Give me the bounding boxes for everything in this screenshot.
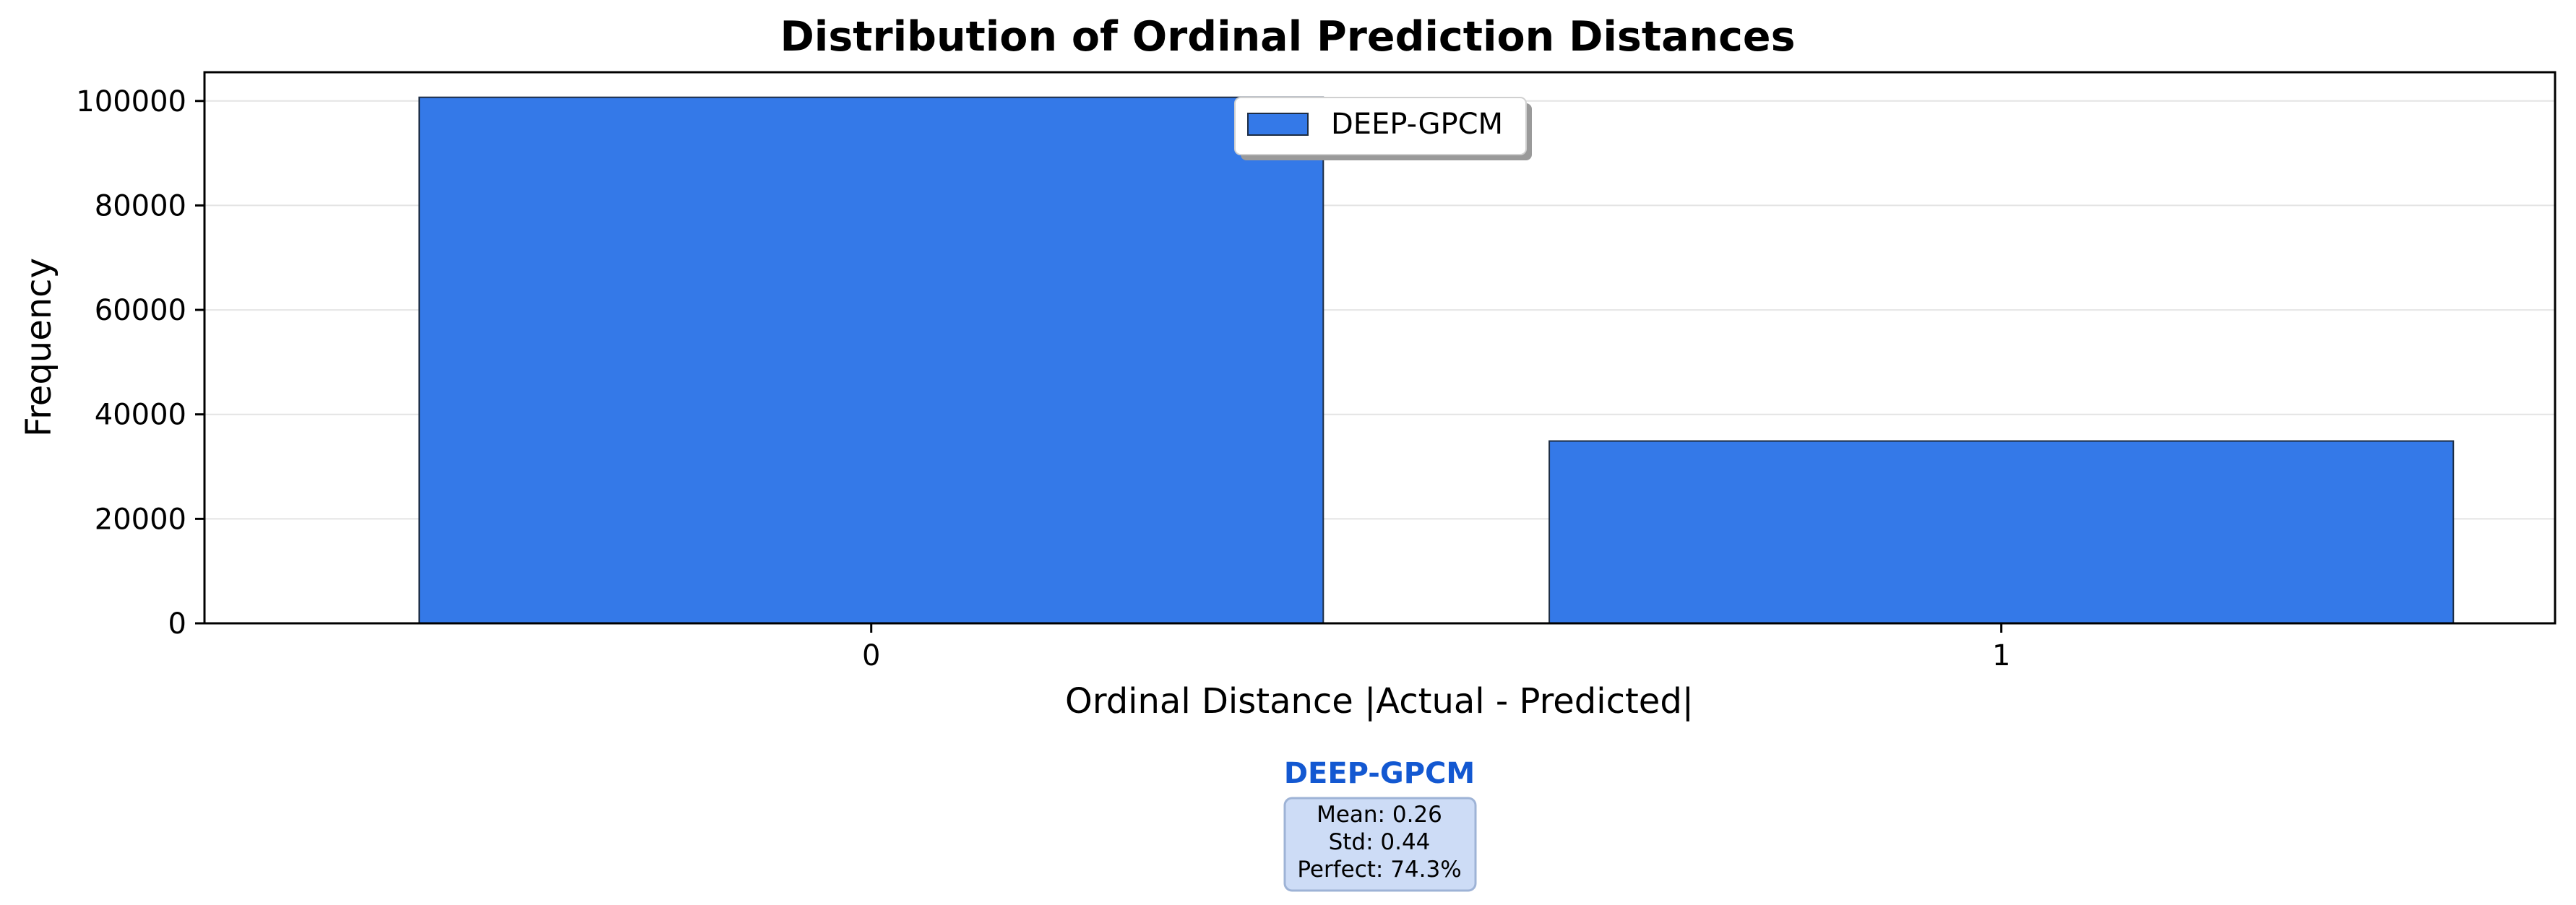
stats-box <box>1283 797 1477 892</box>
x-tick-label: 0 <box>862 639 880 672</box>
plot-frame <box>203 71 2556 625</box>
y-tick-label: 0 <box>168 607 186 641</box>
bars <box>418 96 2455 625</box>
legend-swatch <box>1247 113 1309 136</box>
legend: DEEP-GPCM <box>1234 97 1532 160</box>
bar-1 <box>1548 440 2455 625</box>
y-axis: 0 20000 40000 60000 80000 100000 <box>76 85 204 641</box>
stats-annotation: DEEP-GPCM Mean: 0.26 Std: 0.44 Perfect: … <box>1283 757 1477 892</box>
x-tick-label: 1 <box>1992 639 2010 672</box>
y-tick-label: 40000 <box>95 399 186 432</box>
y-tick-label: 20000 <box>95 503 186 536</box>
annotation-model-name: DEEP-GPCM <box>1284 757 1475 790</box>
x-axis-label: Ordinal Distance |Actual - Predicted| <box>1065 681 1694 722</box>
y-axis-label: Frequency <box>19 258 59 437</box>
y-tick-label: 60000 <box>95 294 186 327</box>
stats-mean: Mean: 0.26 <box>1317 802 1442 828</box>
y-tick-label: 80000 <box>95 189 186 222</box>
bar-0 <box>418 96 1324 624</box>
legend-label: DEEP-GPCM <box>1331 108 1503 141</box>
y-tick-label: 100000 <box>76 85 186 118</box>
stats-perfect: Perfect: 74.3% <box>1297 857 1461 883</box>
legend-box <box>1234 97 1527 155</box>
stats-std: Std: 0.44 <box>1329 829 1431 855</box>
chart-title: Distribution of Ordinal Prediction Dista… <box>780 13 1795 61</box>
